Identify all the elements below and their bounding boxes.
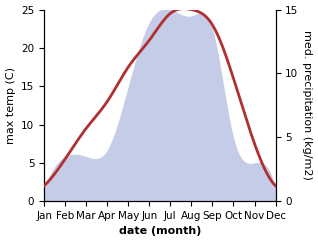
X-axis label: date (month): date (month)	[119, 227, 201, 236]
Y-axis label: med. precipitation (kg/m2): med. precipitation (kg/m2)	[302, 30, 313, 180]
Y-axis label: max temp (C): max temp (C)	[5, 67, 16, 144]
